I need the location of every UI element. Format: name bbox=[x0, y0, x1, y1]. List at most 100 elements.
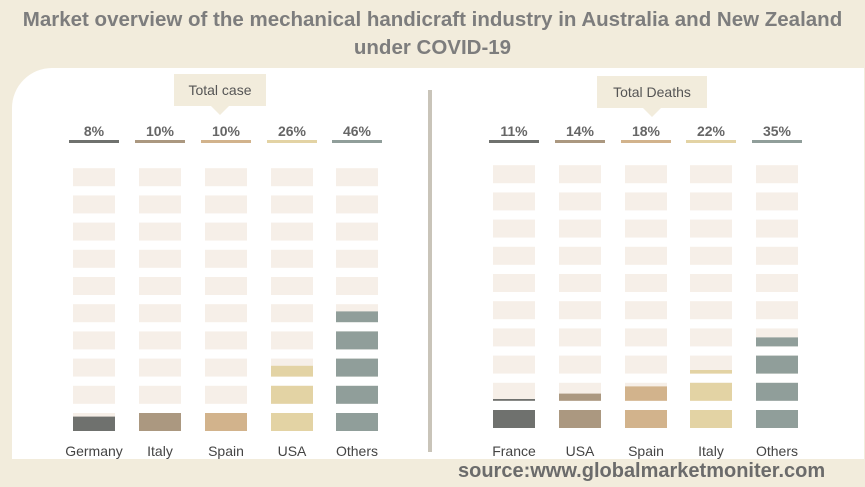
bar-segment-empty bbox=[73, 195, 115, 214]
label-underline bbox=[621, 140, 671, 143]
bar-segment bbox=[73, 416, 115, 431]
bar-segment-empty bbox=[493, 246, 535, 265]
bar-segment-empty bbox=[73, 277, 115, 295]
bar-segment-empty bbox=[493, 382, 535, 401]
bar-segment bbox=[690, 382, 732, 401]
bar-segment-empty bbox=[559, 328, 601, 347]
value-label: 22% bbox=[697, 123, 726, 139]
bar-segment-empty bbox=[336, 168, 378, 187]
bar-segment-empty bbox=[690, 274, 732, 292]
category-label: Spain bbox=[208, 443, 244, 459]
category-label: Germany bbox=[65, 443, 123, 459]
bar-segment bbox=[336, 413, 378, 431]
bar-segment bbox=[690, 370, 732, 374]
bar-segment-empty bbox=[139, 358, 181, 377]
bar-segment-empty bbox=[73, 304, 115, 323]
label-underline bbox=[555, 140, 605, 143]
bar-segment-empty bbox=[139, 331, 181, 350]
category-label: Others bbox=[336, 443, 378, 459]
bar-segment-empty bbox=[205, 222, 247, 241]
bar-segment-empty bbox=[336, 277, 378, 295]
bar-segment-empty bbox=[139, 304, 181, 323]
bar-segment bbox=[690, 410, 732, 428]
bar-segment-empty bbox=[625, 192, 667, 211]
category-label: Italy bbox=[147, 443, 173, 459]
bar-segment-empty bbox=[559, 301, 601, 320]
bar-segment-empty bbox=[625, 219, 667, 238]
bar-segment-empty bbox=[625, 246, 667, 265]
bar-segment bbox=[559, 393, 601, 401]
page-title: Market overview of the mechanical handic… bbox=[22, 8, 843, 59]
bar-segment bbox=[756, 337, 798, 347]
bar-segment bbox=[756, 355, 798, 374]
bar-segment-empty bbox=[73, 331, 115, 350]
value-label: 10% bbox=[212, 123, 241, 139]
bar-segment-empty bbox=[690, 328, 732, 347]
bar-segment-empty bbox=[559, 192, 601, 211]
category-label: USA bbox=[278, 443, 307, 459]
bar-segment-empty bbox=[756, 301, 798, 320]
bar-segment-empty bbox=[559, 355, 601, 374]
bar-segment bbox=[336, 311, 378, 323]
label-underline bbox=[69, 140, 119, 143]
bar-segment-empty bbox=[493, 328, 535, 347]
bar-segment-empty bbox=[73, 385, 115, 404]
category-label: Italy bbox=[698, 443, 724, 459]
bar-segment-empty bbox=[336, 222, 378, 241]
bar-segment-empty bbox=[559, 219, 601, 238]
bar-segment bbox=[271, 413, 313, 431]
bar-segment-empty bbox=[625, 165, 667, 184]
bar-segment bbox=[756, 410, 798, 428]
bar-segment bbox=[205, 413, 247, 431]
label-underline bbox=[267, 140, 317, 143]
bar-segment-empty bbox=[625, 328, 667, 347]
bar-segment-empty bbox=[756, 219, 798, 238]
bar-segment bbox=[625, 410, 667, 428]
chart-title-total-deaths: Total Deaths bbox=[597, 76, 707, 117]
label-underline bbox=[752, 140, 802, 143]
label-underline bbox=[686, 140, 736, 143]
bar-segment-empty bbox=[73, 249, 115, 268]
bar-segment-empty bbox=[493, 355, 535, 374]
bar-segment-empty bbox=[690, 301, 732, 320]
category-label: Spain bbox=[628, 443, 664, 459]
bar-segment bbox=[625, 386, 667, 401]
bar-segment-empty bbox=[139, 277, 181, 295]
label-underline bbox=[489, 140, 539, 143]
bar-segment-empty bbox=[205, 331, 247, 350]
panel-divider bbox=[428, 90, 432, 452]
bar-segment-empty bbox=[625, 301, 667, 320]
bar-segment bbox=[336, 385, 378, 404]
bar-segment-empty bbox=[271, 331, 313, 350]
bar-segment-empty bbox=[756, 192, 798, 211]
bar-segment-empty bbox=[205, 249, 247, 268]
bar-segment-empty bbox=[205, 358, 247, 377]
bar-segment-empty bbox=[625, 355, 667, 374]
bar-segment-empty bbox=[756, 246, 798, 265]
bar-segment bbox=[493, 410, 535, 428]
bar-segment-empty bbox=[493, 192, 535, 211]
value-label: 14% bbox=[566, 123, 595, 139]
bar-segment-empty bbox=[139, 222, 181, 241]
bar-segment-empty bbox=[559, 165, 601, 184]
bar-segment-empty bbox=[493, 301, 535, 320]
bar-segment-empty bbox=[690, 355, 732, 374]
bar-segment-empty bbox=[205, 385, 247, 404]
bar-segment-empty bbox=[756, 274, 798, 292]
bar-segment-empty bbox=[493, 165, 535, 184]
bar-segment bbox=[559, 410, 601, 428]
bar-segment bbox=[271, 365, 313, 377]
bar-segment bbox=[336, 358, 378, 377]
bar-segment bbox=[271, 385, 313, 404]
bar-segment-empty bbox=[625, 274, 667, 292]
label-underline bbox=[332, 140, 382, 143]
label-underline bbox=[201, 140, 251, 143]
bar-segment-empty bbox=[690, 246, 732, 265]
bar-segment-empty bbox=[205, 304, 247, 323]
value-label: 10% bbox=[146, 123, 175, 139]
bar-segment bbox=[493, 399, 535, 401]
bar-segment-empty bbox=[336, 195, 378, 214]
bar-segment-empty bbox=[336, 249, 378, 268]
bar-segment-empty bbox=[559, 246, 601, 265]
